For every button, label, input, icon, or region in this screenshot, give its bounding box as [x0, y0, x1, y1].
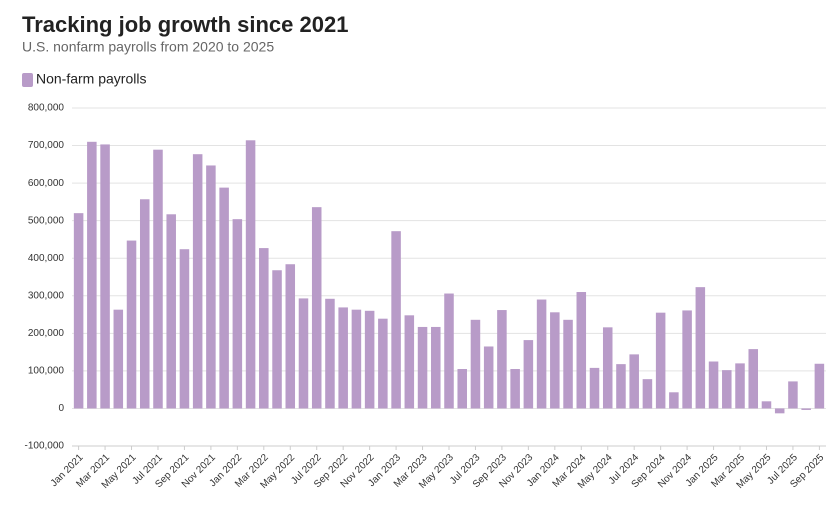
bar — [801, 408, 811, 410]
bar — [708, 361, 719, 409]
bar — [232, 219, 243, 409]
bar — [139, 199, 150, 409]
bar — [259, 248, 269, 409]
legend-swatch — [22, 73, 33, 87]
y-tick-label: 100,000 — [28, 366, 65, 377]
bar — [179, 249, 190, 409]
chart-title: Tracking job growth since 2021 — [22, 12, 348, 37]
bar — [642, 379, 653, 409]
bar — [272, 270, 282, 409]
bar — [417, 326, 428, 409]
bar — [788, 381, 798, 409]
y-tick-label: 500,000 — [28, 215, 65, 226]
bar — [338, 307, 348, 409]
bar — [206, 165, 216, 409]
bar — [774, 408, 785, 414]
bar — [298, 298, 309, 409]
bar — [470, 319, 481, 409]
y-tick-label: 0 — [58, 403, 64, 414]
bar — [576, 292, 587, 409]
bar — [629, 354, 639, 409]
bar — [378, 318, 388, 409]
bar — [166, 214, 176, 409]
bar — [351, 309, 362, 409]
bar — [153, 149, 163, 409]
y-tick-label: 600,000 — [28, 178, 65, 189]
bar — [483, 346, 494, 409]
y-tick-label: 400,000 — [28, 253, 65, 264]
bar — [391, 231, 401, 409]
bar — [126, 240, 137, 409]
bar — [219, 187, 229, 409]
y-tick-label: 300,000 — [28, 290, 65, 301]
bar — [457, 369, 467, 409]
chart-subtitle: U.S. nonfarm payrolls from 2020 to 2025 — [22, 39, 274, 55]
bar — [245, 140, 256, 409]
bar — [655, 312, 666, 409]
bar — [748, 349, 759, 409]
legend-label: Non-farm payrolls — [36, 71, 146, 87]
bar — [536, 299, 547, 409]
bar — [285, 264, 296, 409]
bar — [192, 154, 203, 409]
bar — [364, 310, 375, 409]
bar — [311, 207, 322, 409]
bar — [87, 141, 97, 409]
bar — [761, 401, 772, 409]
y-tick-label: 700,000 — [28, 140, 65, 151]
y-tick-label: -100,000 — [25, 441, 65, 452]
bar — [550, 312, 560, 409]
bar — [722, 370, 732, 409]
bar — [404, 315, 415, 409]
bar — [100, 144, 110, 409]
bar — [669, 392, 679, 409]
bar — [563, 319, 573, 409]
bar — [497, 310, 507, 409]
bar — [602, 327, 613, 409]
bar — [682, 310, 692, 409]
bar — [616, 364, 626, 409]
bar — [523, 340, 534, 409]
bar — [695, 287, 706, 409]
bar — [735, 363, 745, 409]
bar — [73, 213, 84, 409]
bar — [431, 326, 441, 409]
bar — [113, 309, 124, 409]
y-tick-label: 200,000 — [28, 328, 65, 339]
bar — [325, 298, 335, 409]
bar — [814, 363, 825, 409]
bar — [444, 293, 454, 409]
y-tick-label: 800,000 — [28, 103, 65, 114]
bar — [589, 367, 600, 409]
bar — [510, 369, 520, 409]
